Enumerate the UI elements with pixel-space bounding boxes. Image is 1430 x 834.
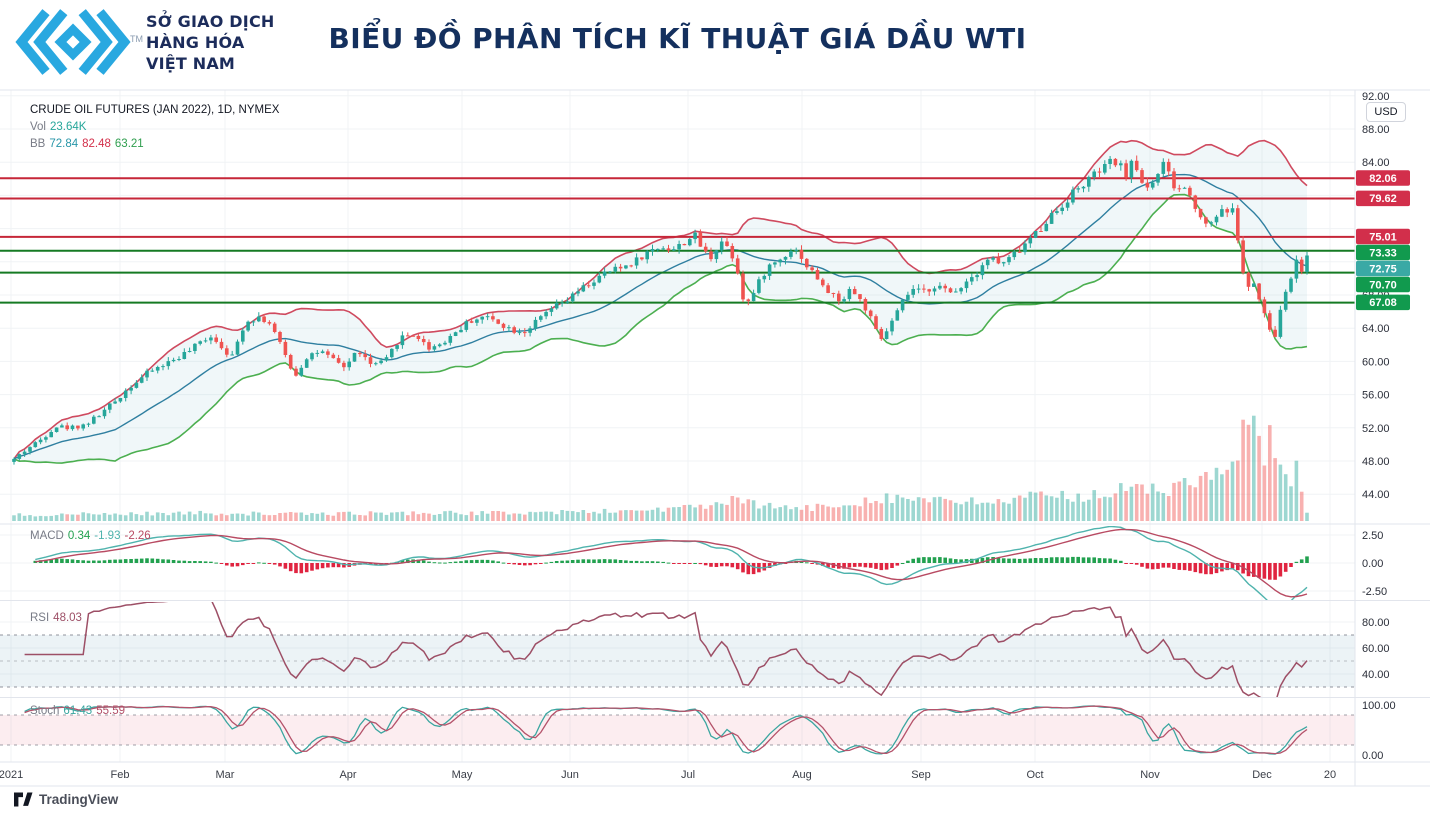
pane-separators <box>0 89 1430 787</box>
svg-text:40.00: 40.00 <box>1362 669 1390 681</box>
currency-button[interactable]: USD <box>1366 102 1406 122</box>
svg-text:Dec: Dec <box>1252 769 1272 781</box>
sr-lines <box>0 177 1355 304</box>
svg-text:88.00: 88.00 <box>1362 124 1390 136</box>
svg-text:0.00: 0.00 <box>1362 558 1383 570</box>
header: TM SỞ GIAO DỊCH HÀNG HÓA VIỆT NAM BIỂU Đ… <box>0 0 1430 88</box>
tradingview-text: TradingView <box>39 792 119 807</box>
price-badge: 73.33 <box>1356 244 1410 261</box>
brand-line-1: SỞ GIAO DỊCH <box>146 11 275 31</box>
price-badge: 75.01 <box>1356 228 1410 245</box>
volume-bars <box>12 415 1309 521</box>
stoch-d-line <box>24 705 1308 755</box>
tradingview-watermark[interactable]: TradingView <box>14 792 118 807</box>
svg-text:100.00: 100.00 <box>1362 700 1396 712</box>
bb-lower-line <box>13 193 1308 464</box>
svg-text:56.00: 56.00 <box>1362 390 1390 402</box>
svg-text:20: 20 <box>1324 769 1336 781</box>
brand-text: SỞ GIAO DỊCH HÀNG HÓA VIỆT NAM <box>146 11 274 74</box>
svg-text:60.00: 60.00 <box>1362 356 1390 368</box>
rsi-pane[interactable] <box>0 599 1355 703</box>
svg-text:44.00: 44.00 <box>1362 489 1390 501</box>
price-badge: 70.70 <box>1356 276 1410 293</box>
svg-text:75.01: 75.01 <box>1369 231 1397 243</box>
mxv-logo: TM <box>14 8 143 76</box>
price-axis[interactable]: 92.0088.0084.0080.0068.0064.0060.0056.00… <box>1356 91 1410 762</box>
price-badge: 82.06 <box>1356 170 1410 186</box>
svg-text:80.00: 80.00 <box>1362 617 1390 629</box>
page-title: BIỂU ĐỒ PHÂN TÍCH KĨ THUẬT GIÁ DẦU WTI <box>328 22 1027 55</box>
svg-text:2021: 2021 <box>0 769 23 781</box>
stoch-pane[interactable] <box>0 705 1355 755</box>
rsi-line <box>24 602 1308 697</box>
svg-text:70.70: 70.70 <box>1369 279 1397 291</box>
svg-text:Apr: Apr <box>339 769 356 781</box>
price-badge: 72.75 <box>1356 260 1410 277</box>
svg-text:82.06: 82.06 <box>1369 173 1397 185</box>
candles[interactable] <box>12 155 1309 465</box>
macd-line <box>35 526 1308 600</box>
brand-line-3: VIỆT NAM <box>146 53 236 73</box>
svg-text:79.62: 79.62 <box>1369 193 1397 205</box>
time-axis[interactable]: 2021 Feb Mar Apr May Jun Jul Aug Sep Oct Nov Dec 20 <box>0 769 1336 781</box>
macd-signal-line <box>35 528 1308 598</box>
svg-text:84.00: 84.00 <box>1362 157 1390 169</box>
bb-upper-line <box>13 139 1308 460</box>
svg-text:May: May <box>452 769 473 781</box>
tradingview-icon <box>14 792 33 807</box>
svg-text:-2.50: -2.50 <box>1362 586 1387 598</box>
svg-text:Aug: Aug <box>792 769 812 781</box>
svg-text:72.75: 72.75 <box>1369 263 1397 275</box>
mxv-logo-icon <box>15 9 131 75</box>
svg-text:60.00: 60.00 <box>1362 643 1390 655</box>
svg-text:Nov: Nov <box>1140 769 1160 781</box>
svg-text:92.00: 92.00 <box>1362 91 1390 103</box>
brand: TM SỞ GIAO DỊCH HÀNG HÓA VIỆT NAM <box>14 8 274 76</box>
brand-trademark: TM <box>130 34 143 44</box>
svg-text:48.00: 48.00 <box>1362 456 1390 468</box>
svg-text:Jun: Jun <box>561 769 579 781</box>
brand-line-2: HÀNG HÓA <box>146 32 245 52</box>
svg-text:67.08: 67.08 <box>1369 297 1397 309</box>
macd-pane[interactable] <box>0 526 1355 607</box>
svg-text:Oct: Oct <box>1026 769 1043 781</box>
svg-text:Mar: Mar <box>216 769 235 781</box>
price-badge: 67.08 <box>1356 294 1410 311</box>
svg-text:Feb: Feb <box>111 769 130 781</box>
svg-text:64.00: 64.00 <box>1362 323 1390 335</box>
svg-text:73.33: 73.33 <box>1369 247 1397 259</box>
price-badge: 79.62 <box>1356 190 1410 207</box>
svg-text:2.50: 2.50 <box>1362 530 1383 542</box>
svg-text:Sep: Sep <box>911 769 931 781</box>
svg-text:52.00: 52.00 <box>1362 423 1390 435</box>
svg-text:0.00: 0.00 <box>1362 750 1383 762</box>
svg-text:Jul: Jul <box>681 769 695 781</box>
